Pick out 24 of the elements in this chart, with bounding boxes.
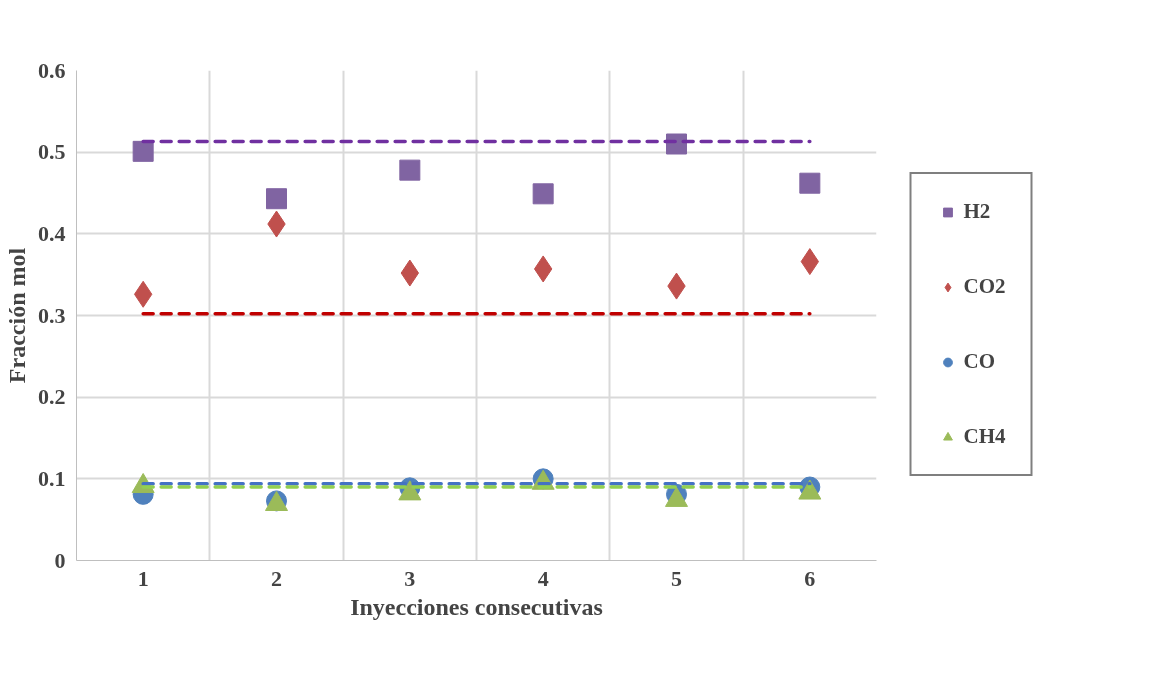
x-tick-label: 4 bbox=[537, 565, 549, 591]
x-tick-label: 5 bbox=[671, 565, 682, 591]
y-tick-label: 0.6 bbox=[38, 57, 66, 83]
y-tick-label: 0.3 bbox=[38, 302, 66, 328]
legend-label: CH4 bbox=[963, 424, 1006, 449]
y-tick-label: 0.2 bbox=[38, 384, 66, 410]
y-tick-label: 0.4 bbox=[38, 220, 66, 246]
y-axis-title: Fracción mol bbox=[4, 247, 30, 384]
point bbox=[399, 159, 421, 181]
point bbox=[799, 172, 821, 194]
point bbox=[266, 188, 287, 210]
x-tick-label: 6 bbox=[804, 565, 816, 591]
x-tick-label: 2 bbox=[271, 565, 282, 591]
x-axis-title: Inyecciones consecutivas bbox=[350, 593, 603, 620]
y-tick-label: 0 bbox=[54, 547, 66, 573]
y-tick-label: 0.5 bbox=[38, 139, 66, 165]
x-tick-label: 1 bbox=[137, 565, 149, 591]
y-tick-label: 0.1 bbox=[38, 465, 66, 491]
x-tick-label: 3 bbox=[404, 565, 416, 591]
point bbox=[532, 183, 554, 205]
legend-label: H2 bbox=[963, 199, 991, 224]
legend-label: CO2 bbox=[963, 274, 1006, 299]
legend-label: CO bbox=[963, 349, 995, 374]
point bbox=[132, 140, 154, 162]
